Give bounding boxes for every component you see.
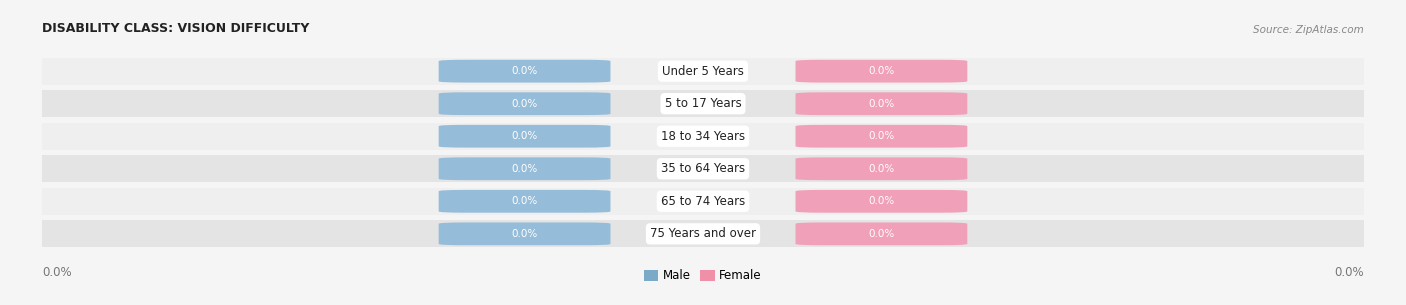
Text: 0.0%: 0.0% xyxy=(512,196,537,206)
Text: DISABILITY CLASS: VISION DIFFICULTY: DISABILITY CLASS: VISION DIFFICULTY xyxy=(42,22,309,35)
Text: 35 to 64 Years: 35 to 64 Years xyxy=(661,162,745,175)
Bar xyxy=(42,156,1364,182)
Text: 0.0%: 0.0% xyxy=(869,66,894,76)
Text: 0.0%: 0.0% xyxy=(869,131,894,141)
Text: Source: ZipAtlas.com: Source: ZipAtlas.com xyxy=(1253,25,1364,35)
Text: 0.0%: 0.0% xyxy=(512,229,537,239)
Text: 0.0%: 0.0% xyxy=(42,266,72,279)
Text: 5 to 17 Years: 5 to 17 Years xyxy=(665,97,741,110)
Bar xyxy=(42,90,1364,117)
Legend: Male, Female: Male, Female xyxy=(640,265,766,287)
FancyBboxPatch shape xyxy=(439,92,610,115)
FancyBboxPatch shape xyxy=(439,222,610,245)
Text: 0.0%: 0.0% xyxy=(869,99,894,109)
FancyBboxPatch shape xyxy=(796,157,967,180)
FancyBboxPatch shape xyxy=(439,190,610,213)
FancyBboxPatch shape xyxy=(439,157,610,180)
Text: 0.0%: 0.0% xyxy=(512,164,537,174)
Text: 0.0%: 0.0% xyxy=(869,196,894,206)
Text: 0.0%: 0.0% xyxy=(1334,266,1364,279)
Text: 0.0%: 0.0% xyxy=(869,229,894,239)
Text: 75 Years and over: 75 Years and over xyxy=(650,227,756,240)
FancyBboxPatch shape xyxy=(796,222,967,245)
Bar xyxy=(42,58,1364,84)
Text: 18 to 34 Years: 18 to 34 Years xyxy=(661,130,745,143)
FancyBboxPatch shape xyxy=(796,60,967,83)
FancyBboxPatch shape xyxy=(796,92,967,115)
Text: 65 to 74 Years: 65 to 74 Years xyxy=(661,195,745,208)
FancyBboxPatch shape xyxy=(439,125,610,148)
Bar xyxy=(42,221,1364,247)
Bar xyxy=(42,188,1364,215)
FancyBboxPatch shape xyxy=(439,60,610,83)
Text: 0.0%: 0.0% xyxy=(512,99,537,109)
Text: 0.0%: 0.0% xyxy=(512,131,537,141)
Text: 0.0%: 0.0% xyxy=(512,66,537,76)
Bar xyxy=(42,123,1364,149)
FancyBboxPatch shape xyxy=(796,125,967,148)
Text: 0.0%: 0.0% xyxy=(869,164,894,174)
FancyBboxPatch shape xyxy=(796,190,967,213)
Text: Under 5 Years: Under 5 Years xyxy=(662,65,744,78)
